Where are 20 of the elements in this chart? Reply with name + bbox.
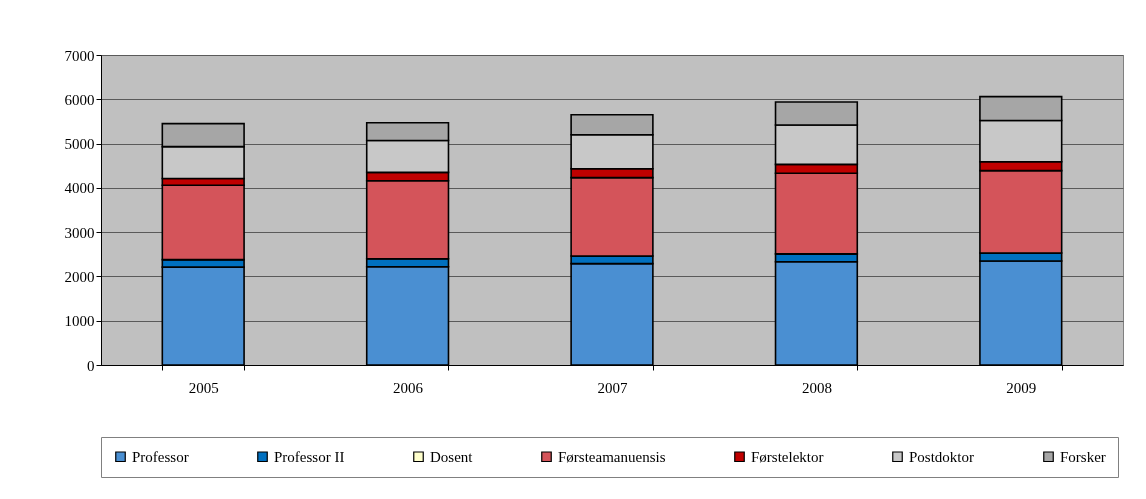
y-tick-label: 5000 (64, 136, 95, 153)
legend-label: Førsteamanuensis (558, 448, 666, 465)
x-tick-label: 2008 (801, 379, 832, 396)
y-tick-label: 0 (87, 357, 95, 374)
y-tick-label: 6000 (64, 91, 95, 108)
legend-label: Dosent (430, 448, 474, 465)
x-tick-label: 2006 (393, 379, 424, 396)
legend-label: Førstelektor (751, 448, 824, 465)
y-tick-label: 3000 (64, 224, 95, 241)
x-tick-label: 2005 (188, 379, 219, 396)
y-tick-label: 7000 (64, 47, 95, 64)
x-tick-label: 2007 (597, 379, 628, 396)
legend-label: Postdoktor (909, 448, 975, 465)
legend-label: Forsker (1060, 448, 1106, 465)
y-tick-label: 4000 (64, 180, 95, 197)
y-tick-label: 1000 (64, 313, 95, 330)
y-tick-label: 2000 (64, 268, 95, 285)
legend-label: Professor II (274, 448, 345, 465)
legend-label: Professor (132, 448, 189, 465)
x-tick-label: 2009 (1006, 379, 1037, 396)
